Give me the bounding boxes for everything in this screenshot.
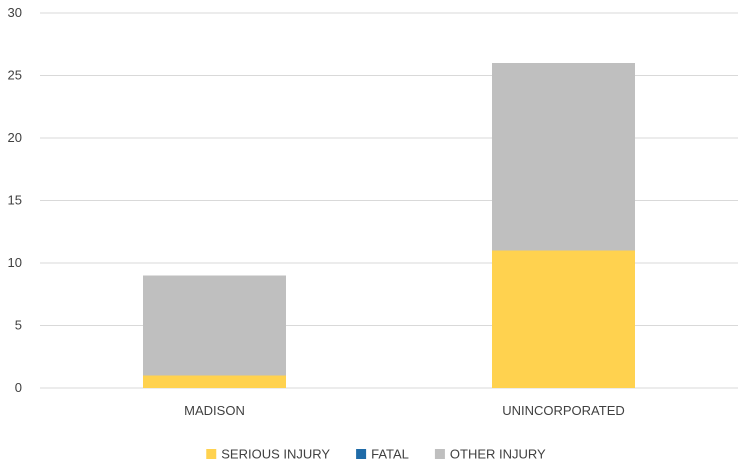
legend-swatch-fatal bbox=[356, 449, 367, 459]
legend-label-other-injury: OTHER INJURY bbox=[450, 447, 546, 462]
bar-serious-injury bbox=[492, 250, 635, 388]
y-tick-label: 25 bbox=[8, 68, 22, 83]
legend-label-fatal: FATAL bbox=[371, 447, 409, 462]
bar-other-injury bbox=[143, 275, 286, 376]
y-tick-label: 0 bbox=[15, 380, 22, 395]
bars bbox=[143, 63, 635, 388]
x-category-label: UNINCORPORATED bbox=[502, 403, 625, 418]
bar-serious-injury bbox=[143, 375, 286, 388]
y-tick-label: 15 bbox=[8, 193, 22, 208]
x-category-label: MADISON bbox=[184, 403, 245, 418]
x-axis-category-labels: MADISON UNINCORPORATED bbox=[184, 403, 625, 418]
bar-other-injury bbox=[492, 63, 635, 251]
y-tick-label: 5 bbox=[15, 318, 22, 333]
y-tick-label: 30 bbox=[8, 5, 22, 20]
legend: SERIOUS INJURY FATAL OTHER INJURY bbox=[206, 447, 546, 462]
y-axis-tick-labels: 0 5 10 15 20 25 30 bbox=[8, 5, 22, 395]
legend-swatch-other-injury bbox=[434, 449, 445, 459]
y-tick-label: 10 bbox=[8, 255, 22, 270]
legend-swatch-serious-injury bbox=[206, 449, 217, 459]
legend-label-serious-injury: SERIOUS INJURY bbox=[221, 447, 330, 462]
y-tick-label: 20 bbox=[8, 130, 22, 145]
